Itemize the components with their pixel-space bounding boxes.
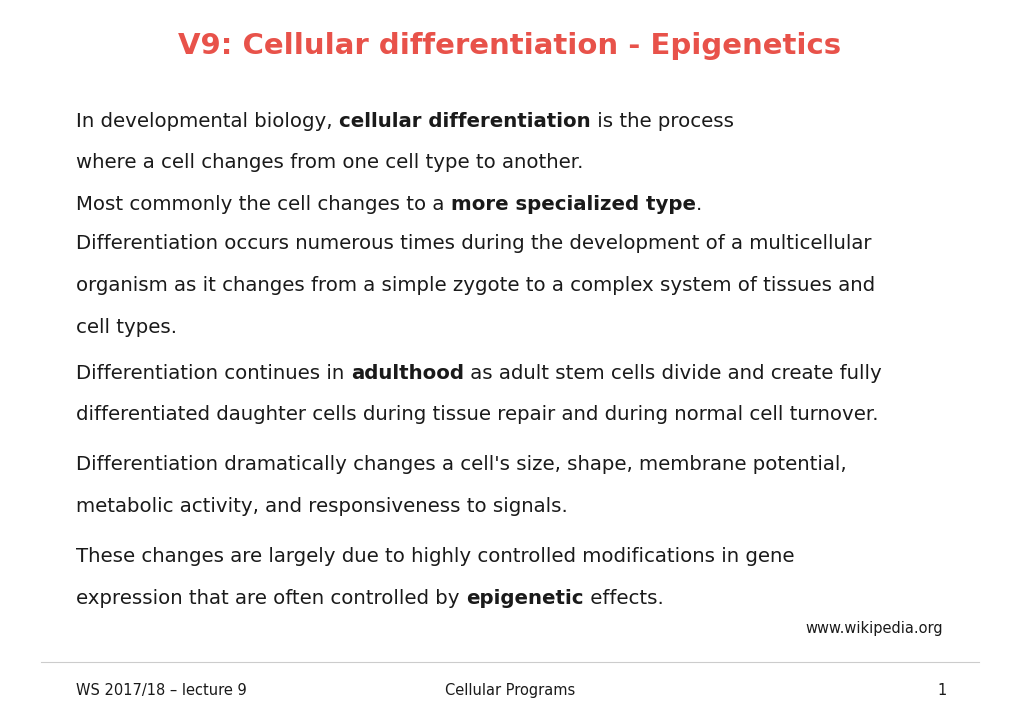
Text: .: . — [695, 195, 702, 214]
Text: Differentiation continues in: Differentiation continues in — [76, 364, 351, 382]
Text: Cellular Programs: Cellular Programs — [444, 683, 575, 698]
Text: Differentiation occurs numerous times during the development of a multicellular: Differentiation occurs numerous times du… — [76, 234, 871, 253]
Text: as adult stem cells divide and create fully: as adult stem cells divide and create fu… — [464, 364, 880, 382]
Text: more specialized type: more specialized type — [450, 195, 695, 214]
Text: expression that are often controlled by: expression that are often controlled by — [76, 589, 466, 608]
Text: V9: Cellular differentiation - Epigenetics: V9: Cellular differentiation - Epigeneti… — [178, 32, 841, 60]
Text: where a cell changes from one cell type to another.: where a cell changes from one cell type … — [76, 153, 583, 172]
Text: cell types.: cell types. — [76, 318, 177, 336]
Text: 1: 1 — [936, 683, 946, 698]
Text: Differentiation dramatically changes a cell's size, shape, membrane potential,: Differentiation dramatically changes a c… — [76, 455, 847, 474]
Text: WS 2017/18 – lecture 9: WS 2017/18 – lecture 9 — [76, 683, 247, 698]
Text: organism as it changes from a simple zygote to a complex system of tissues and: organism as it changes from a simple zyg… — [76, 276, 874, 294]
Text: cellular differentiation: cellular differentiation — [339, 112, 590, 130]
Text: differentiated daughter cells during tissue repair and during normal cell turnov: differentiated daughter cells during tis… — [76, 405, 878, 424]
Text: www.wikipedia.org: www.wikipedia.org — [805, 621, 943, 636]
Text: Most commonly the cell changes to a: Most commonly the cell changes to a — [76, 195, 450, 214]
Text: epigenetic: epigenetic — [466, 589, 583, 608]
Text: metabolic activity, and responsiveness to signals.: metabolic activity, and responsiveness t… — [76, 497, 568, 516]
Text: is the process: is the process — [590, 112, 733, 130]
Text: These changes are largely due to highly controlled modifications in gene: These changes are largely due to highly … — [76, 547, 794, 566]
Text: In developmental biology,: In developmental biology, — [76, 112, 339, 130]
Text: adulthood: adulthood — [351, 364, 464, 382]
Text: effects.: effects. — [583, 589, 662, 608]
